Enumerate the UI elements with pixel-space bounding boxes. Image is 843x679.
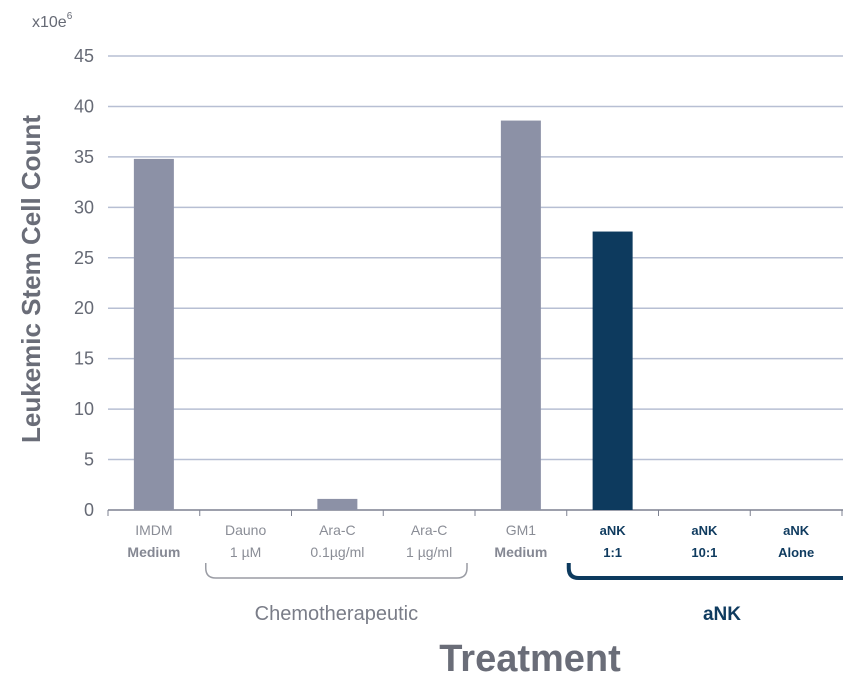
x-tick-label: 1 µM xyxy=(230,544,261,560)
x-tick-label: Ara-C xyxy=(411,522,448,538)
bar xyxy=(133,158,174,510)
bar xyxy=(317,498,358,510)
group-label: Chemotherapeutic xyxy=(255,603,418,625)
bar xyxy=(500,120,541,511)
y-tick-label: 15 xyxy=(74,349,94,369)
x-tick-label: GM1 xyxy=(506,522,537,538)
x-tick-label: 1:1 xyxy=(603,545,622,560)
x-tick-label: 1 µg/ml xyxy=(406,544,452,560)
y-tick-labels: 0 5 10 15 20 25 30 35 40 45 xyxy=(74,46,94,520)
y-unit-label: x10e6 xyxy=(32,11,73,31)
x-tick-label: Dauno xyxy=(225,522,266,538)
y-tick-label: 0 xyxy=(84,500,94,520)
y-tick-label: 5 xyxy=(84,450,94,470)
x-tick-label: aNK xyxy=(691,523,718,538)
x-axis-title: Treatment xyxy=(439,638,621,679)
x-tick-label: 10:1 xyxy=(691,545,717,560)
group-bracket xyxy=(205,563,468,579)
x-tick-label: Ara-C xyxy=(319,522,356,538)
bars xyxy=(133,120,633,511)
group-label: aNK xyxy=(703,604,741,625)
x-tick-label: 0.1µg/ml xyxy=(310,544,364,560)
x-tick-label: Alone xyxy=(778,545,814,560)
group-bracket xyxy=(566,563,843,580)
y-tick-label: 45 xyxy=(74,46,94,66)
category-labels: IMDM Medium Dauno 1 µM Ara-C 0.1µg/ml Ara-C 1 µ… xyxy=(127,522,814,560)
x-tick-label: aNK xyxy=(600,523,627,538)
y-tick-label: 35 xyxy=(74,147,94,167)
y-tick-label: 25 xyxy=(74,248,94,268)
group-brackets: Chemotherapeutic aNK xyxy=(205,563,843,625)
x-tick-label: aNK xyxy=(783,523,810,538)
y-axis-title: Leukemic Stem Cell Count xyxy=(16,115,46,443)
x-tick-label: Medium xyxy=(494,544,547,560)
y-tick-label: 40 xyxy=(74,96,94,116)
y-tick-label: 30 xyxy=(74,197,94,217)
y-tick-label: 20 xyxy=(74,298,94,318)
y-tick-label: 10 xyxy=(74,399,94,419)
bar xyxy=(592,231,633,510)
gridlines xyxy=(107,55,843,516)
x-tick-label: IMDM xyxy=(135,522,172,538)
x-tick-label: Medium xyxy=(127,544,180,560)
